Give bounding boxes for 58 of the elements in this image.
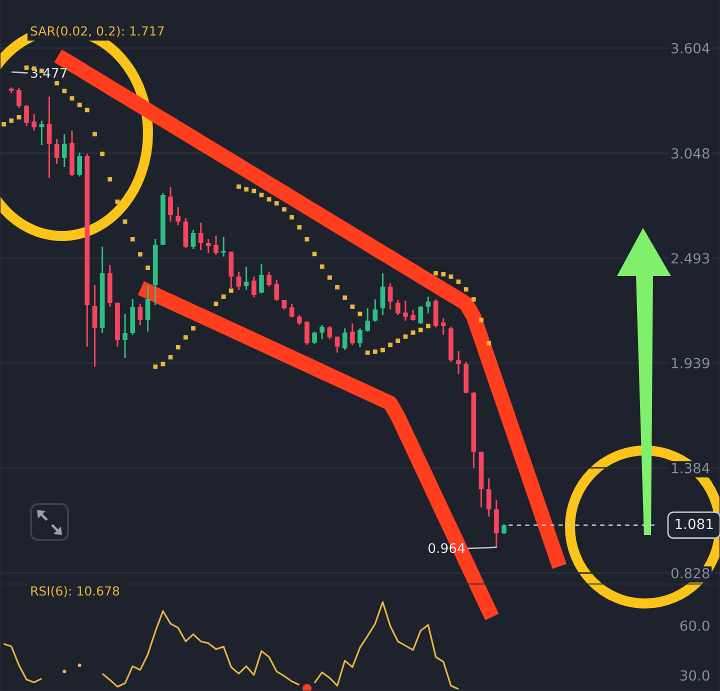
candlestick: [365, 307, 370, 332]
text: SAR(0.02, 0.2): 1.717: [30, 26, 164, 38]
candlestick: [168, 186, 173, 222]
candlestick: [16, 86, 22, 109]
y-tick-label: 1.384: [672, 462, 710, 474]
candlestick: [312, 330, 317, 345]
candlestick: [221, 236, 226, 258]
candlestick: [395, 299, 400, 316]
candlestick: [388, 282, 393, 310]
candlestick: [334, 336, 340, 354]
candlestick: [320, 324, 325, 340]
candlestick: [24, 104, 29, 127]
candlestick: [456, 350, 461, 375]
candlestick: [380, 272, 386, 316]
candlestick: [372, 298, 378, 322]
candlestick: [296, 314, 302, 326]
y-tick-label: 2.493: [672, 253, 710, 264]
candlestick: [54, 138, 60, 165]
candlestick: [403, 300, 408, 322]
candlestick: [426, 296, 431, 314]
text: RSI(6): 10.678: [31, 586, 120, 598]
y-tick-label: 3.048: [672, 148, 710, 159]
candlestick: [176, 206, 181, 226]
candlestick: [418, 305, 424, 325]
candlestick: [190, 229, 196, 250]
candlestick: [32, 113, 37, 132]
candlestick: [289, 303, 294, 318]
candlestick: [214, 235, 218, 256]
candlestick: [502, 523, 506, 535]
candlestick: [486, 477, 492, 518]
y-tick-label: 3.604: [672, 43, 710, 54]
candlestick: [77, 152, 82, 178]
candlestick: [350, 322, 355, 346]
candlestick: [39, 120, 44, 146]
candlestick: [342, 328, 348, 351]
candlestick: [259, 263, 264, 294]
candlestick: [92, 284, 98, 368]
y-tick-label: 0.828: [671, 568, 710, 578]
candlestick: [236, 270, 242, 291]
candlestick: [46, 96, 52, 179]
candlestick: [122, 313, 128, 359]
y-tick-label: 60.0: [680, 620, 710, 631]
candlestick: [327, 325, 332, 340]
y-tick-label: 30.0: [680, 670, 710, 681]
candlestick: [274, 279, 280, 302]
candlestick: [251, 276, 256, 298]
candlestick: [62, 133, 67, 168]
candlestick: [206, 238, 211, 254]
candlestick: [410, 309, 416, 322]
candlestick: [266, 270, 272, 288]
candlestick: [145, 284, 150, 332]
candlestick: [304, 320, 310, 346]
y-tick-label: 1.939: [672, 358, 710, 368]
ref-line-label: 1.081: [676, 518, 713, 530]
candlestick: [440, 318, 446, 336]
candlestick: [358, 328, 362, 348]
candlestick: [198, 222, 204, 251]
candlestick: [138, 303, 143, 326]
